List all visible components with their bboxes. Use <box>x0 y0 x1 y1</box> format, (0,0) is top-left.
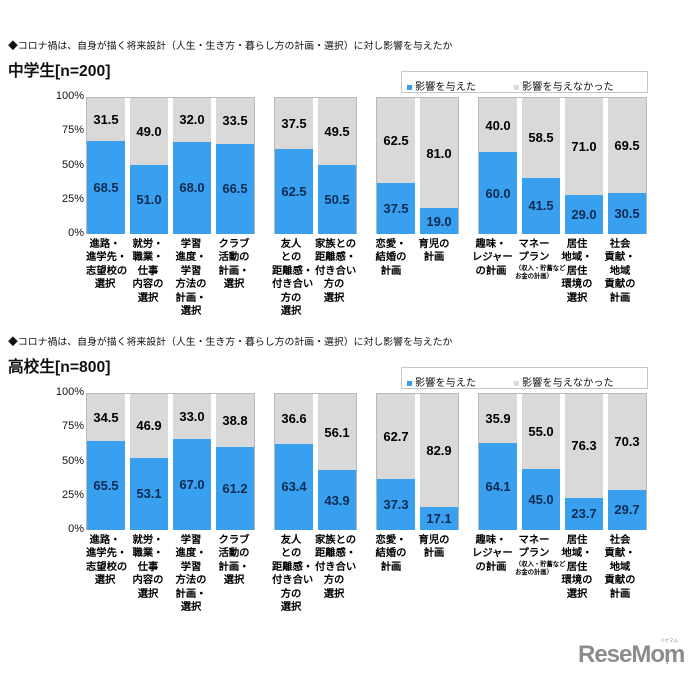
svg-text:.: . <box>666 656 669 666</box>
